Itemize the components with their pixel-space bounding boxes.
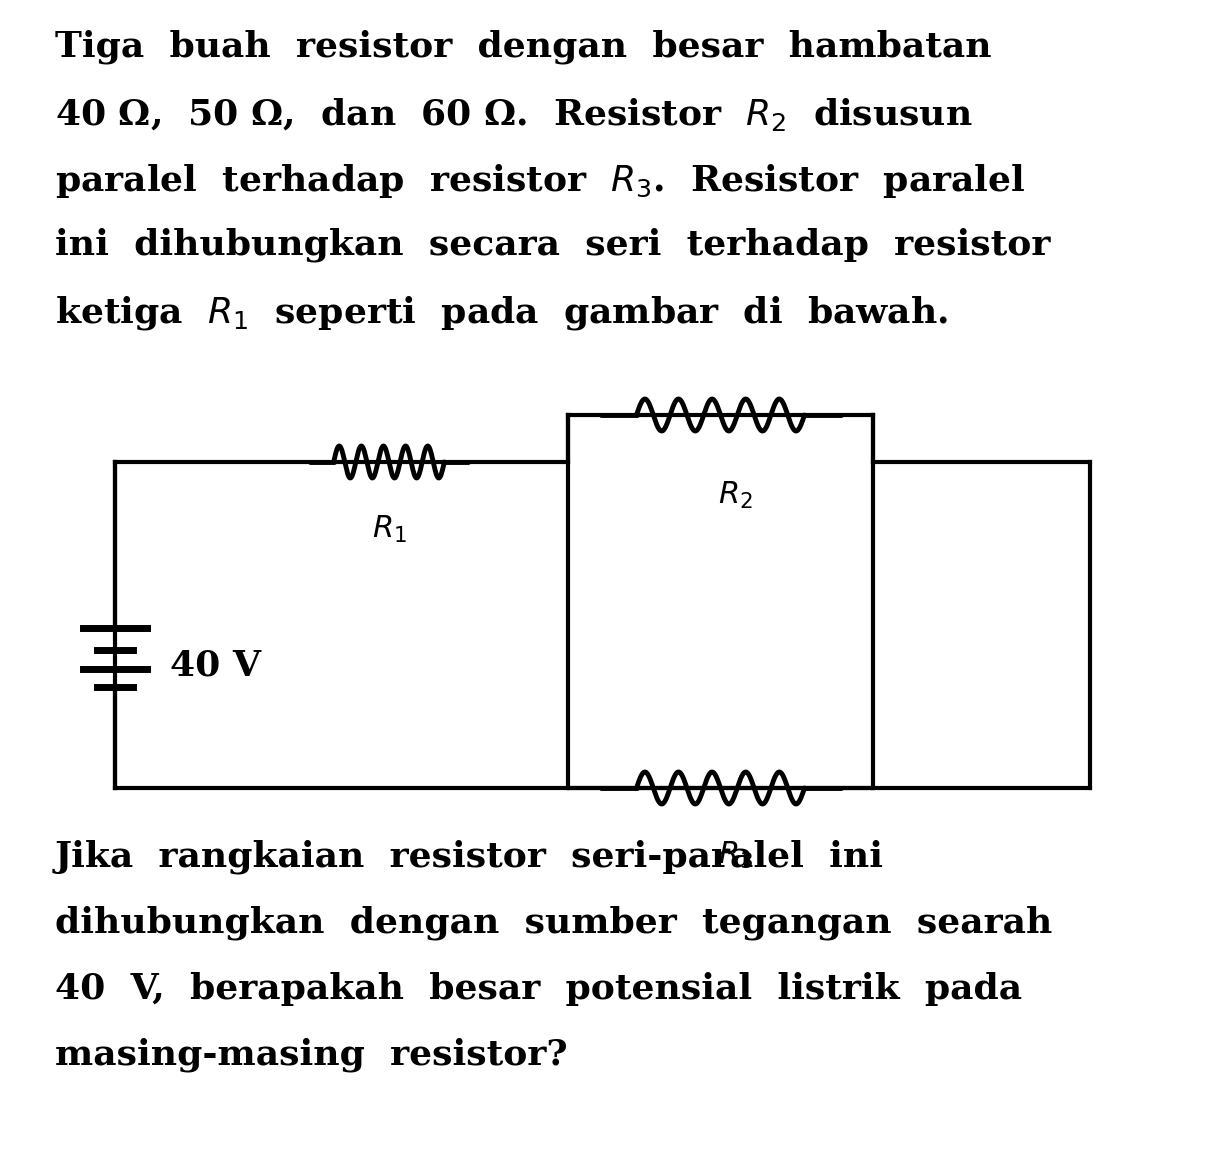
Text: 40  V,  berapakah  besar  potensial  listrik  pada: 40 V, berapakah besar potensial listrik … bbox=[55, 972, 1022, 1006]
Text: 40 Ω,  50 Ω,  dan  60 Ω.  Resistor  $R_2$  disusun: 40 Ω, 50 Ω, dan 60 Ω. Resistor $R_2$ dis… bbox=[55, 96, 972, 133]
Text: Jika  rangkaian  resistor  seri-paralel  ini: Jika rangkaian resistor seri-paralel ini bbox=[55, 840, 884, 875]
Text: $R_1$: $R_1$ bbox=[371, 514, 406, 545]
Text: 40 V: 40 V bbox=[170, 648, 261, 682]
Text: $R_2$: $R_2$ bbox=[718, 480, 753, 511]
Text: dihubungkan  dengan  sumber  tegangan  searah: dihubungkan dengan sumber tegangan seara… bbox=[55, 906, 1052, 940]
Text: paralel  terhadap  resistor  $R_3$.  Resistor  paralel: paralel terhadap resistor $R_3$. Resisto… bbox=[55, 162, 1025, 200]
Text: ini  dihubungkan  secara  seri  terhadap  resistor: ini dihubungkan secara seri terhadap res… bbox=[55, 228, 1051, 262]
Text: masing-masing  resistor?: masing-masing resistor? bbox=[55, 1038, 568, 1073]
Text: Tiga  buah  resistor  dengan  besar  hambatan: Tiga buah resistor dengan besar hambatan bbox=[55, 30, 992, 64]
Text: ketiga  $R_1$  seperti  pada  gambar  di  bawah.: ketiga $R_1$ seperti pada gambar di bawa… bbox=[55, 294, 948, 333]
Text: $R_3$: $R_3$ bbox=[718, 840, 753, 871]
